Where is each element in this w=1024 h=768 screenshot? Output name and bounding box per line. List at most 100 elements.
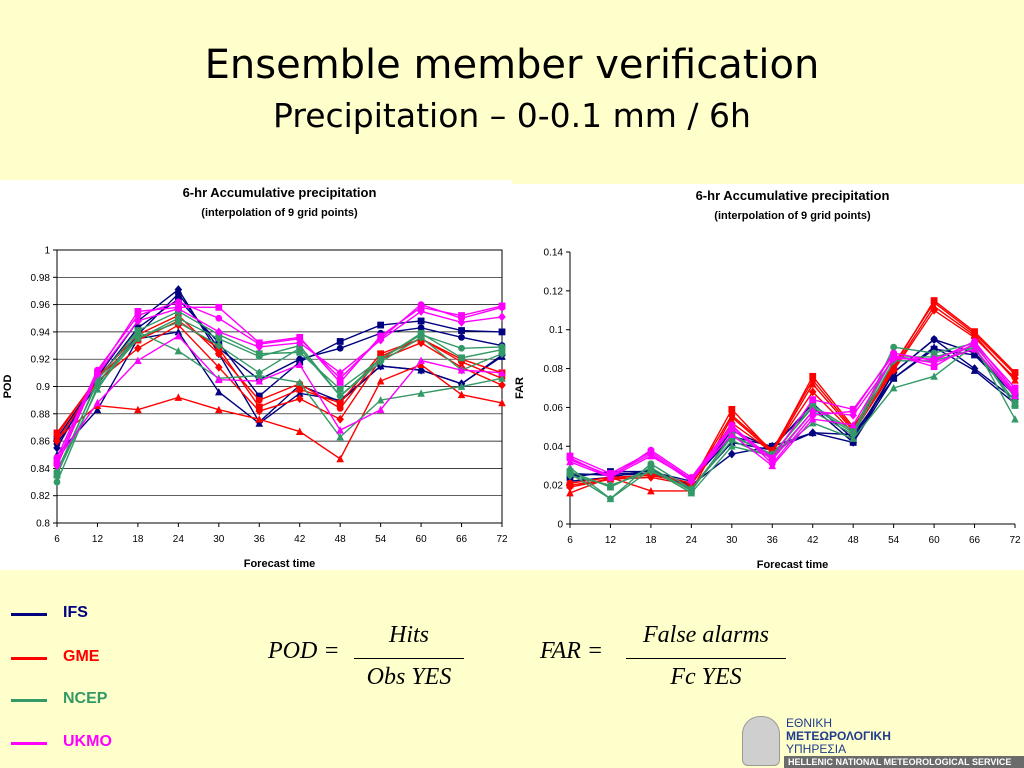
data-point: [498, 312, 506, 322]
series-line: [569, 301, 1016, 484]
data-point: [728, 449, 736, 459]
data-point: [768, 455, 777, 465]
hnms-logo: ΕΘΝΙΚΗ ΜΕΤΕΩΡΟΛΟΓΙΚΗ ΥΠΗΡΕΣΙΑ HELLENIC N…: [740, 714, 1024, 768]
data-point: [687, 484, 696, 494]
data-point: [566, 457, 574, 466]
pod-formula: POD = Hits Obs YES: [268, 622, 468, 692]
data-point: [458, 344, 465, 352]
data-point: [930, 305, 938, 315]
x-tick-label: 48: [848, 535, 860, 546]
data-point: [498, 380, 506, 390]
data-point: [134, 316, 142, 326]
data-point: [295, 343, 304, 353]
slide-title: Ensemble member verification: [204, 42, 820, 88]
data-point: [53, 432, 61, 440]
data-point: [809, 372, 817, 380]
x-tick-label: 12: [92, 534, 104, 545]
slide-subtitle: Precipitation – 0-0.1 mm / 6h: [273, 96, 751, 135]
data-point: [498, 374, 506, 382]
data-point: [215, 314, 223, 322]
data-point: [498, 398, 506, 407]
x-tick-label: 6: [567, 535, 573, 546]
data-point: [647, 467, 655, 476]
x-tick-label: 42: [294, 534, 306, 545]
data-point: [174, 304, 183, 314]
data-point: [728, 405, 736, 413]
data-point: [215, 375, 223, 384]
legend-swatch-gme: [11, 657, 47, 660]
chart-subtitle: (interpolation of 9 grid points): [201, 207, 358, 219]
data-point: [295, 360, 304, 369]
x-axis-title: Forecast time: [244, 558, 316, 570]
x-tick-label: 54: [888, 535, 900, 546]
data-point: [295, 338, 304, 348]
data-point: [498, 349, 506, 359]
data-point: [849, 420, 857, 429]
series-line: [569, 299, 1016, 486]
far-chart-panel: 6-hr Accumulative precipitation (interpol…: [512, 184, 1024, 571]
data-point: [295, 389, 304, 397]
data-point: [808, 415, 817, 423]
data-point: [134, 343, 142, 353]
data-point: [458, 333, 465, 341]
data-point: [255, 377, 264, 385]
y-tick-label: 0.9: [36, 382, 50, 393]
data-point: [93, 398, 102, 407]
data-point: [255, 419, 264, 427]
data-point: [457, 366, 466, 374]
data-point: [417, 324, 425, 332]
x-axis-title: Forecast time: [757, 559, 829, 570]
data-point: [336, 368, 344, 378]
x-tick-label: 36: [254, 534, 266, 545]
data-point: [134, 405, 142, 414]
data-point: [215, 362, 223, 372]
bust-emblem-icon: [742, 716, 780, 766]
y-tick-label: 0.84: [31, 464, 51, 475]
data-point: [849, 439, 857, 446]
data-point: [417, 307, 425, 316]
pod-formula-numerator: Hits: [388, 622, 429, 648]
data-point: [295, 427, 304, 435]
x-tick-label: 18: [132, 534, 144, 545]
data-point: [134, 308, 142, 315]
series-line: [56, 324, 503, 442]
data-point: [174, 327, 183, 336]
far-formula-lhs: FAR =: [540, 638, 604, 664]
data-point: [809, 376, 817, 384]
x-tick-label: 66: [456, 534, 468, 545]
legend-label-ukmo: UKMO: [63, 733, 112, 750]
x-tick-label: 24: [686, 535, 698, 546]
x-tick-label: 42: [807, 535, 819, 546]
data-point: [215, 327, 223, 337]
data-point: [808, 418, 817, 427]
series-line: [569, 344, 1016, 483]
data-point: [255, 396, 263, 404]
far-fraction-bar: [626, 658, 786, 659]
x-tick-label: 30: [726, 535, 738, 546]
data-point: [255, 392, 263, 400]
pod-chart-panel: 6-hr Accumulative precipitation (interpol…: [0, 180, 512, 570]
data-point: [417, 317, 425, 325]
data-point: [255, 350, 263, 358]
logo-line-4: HELLENIC NATIONAL METEOROLOGICAL SERVICE: [784, 756, 1024, 768]
data-point: [53, 478, 61, 486]
data-point: [336, 454, 344, 463]
data-point: [728, 442, 736, 450]
y-tick-label: 0.02: [544, 481, 564, 492]
x-tick-label: 6: [54, 534, 60, 545]
legend-item-gme: GME: [8, 648, 148, 668]
data-point: [566, 479, 574, 487]
series-line: [56, 307, 503, 466]
y-tick-label: 0.14: [544, 248, 564, 259]
series-line: [56, 335, 503, 461]
data-point: [53, 461, 61, 471]
data-point: [174, 331, 183, 340]
data-point: [930, 343, 938, 351]
y-tick-label: 0.82: [31, 491, 51, 502]
y-axis-title: POD: [2, 375, 14, 399]
data-point: [606, 473, 615, 481]
data-point: [215, 341, 223, 350]
data-point: [890, 343, 898, 351]
data-point: [808, 406, 817, 416]
legend-swatch-ifs: [11, 613, 47, 616]
